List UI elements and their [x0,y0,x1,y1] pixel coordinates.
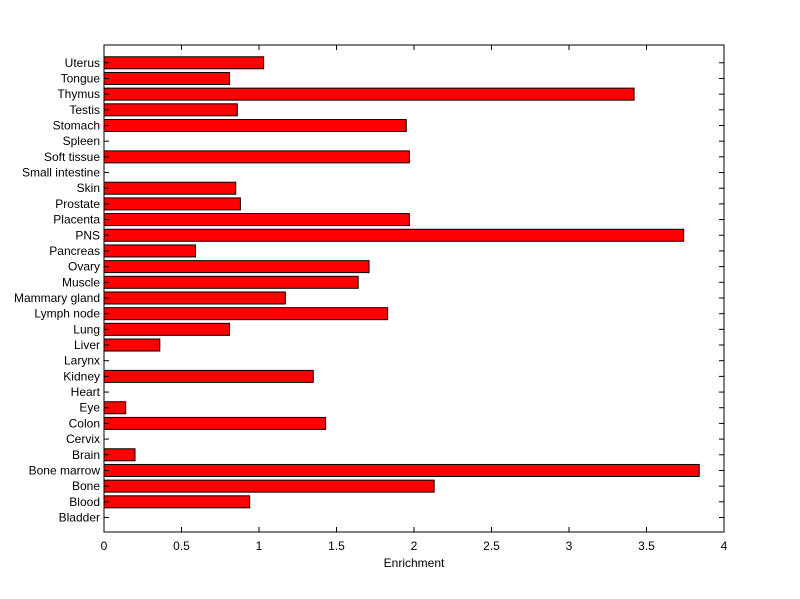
bar [103,291,286,305]
plot-frame [103,44,725,533]
bar [103,479,435,493]
bar [103,463,700,477]
y-tick-label: Cervix [66,432,100,446]
bar [103,87,635,101]
ticks-group [103,45,725,532]
y-tick-label: Muscle [62,275,100,289]
bar [103,338,161,352]
x-tick-label: 2.5 [483,539,500,553]
y-tick-label: Lung [73,322,100,336]
x-tick-label: 3 [566,539,573,553]
bar [103,56,265,70]
bar [103,369,314,383]
y-tick-label: Mammary gland [14,291,100,305]
y-tick-label: Heart [71,385,101,399]
bar [103,71,231,85]
y-tick-label: Bladder [59,511,100,525]
bar [103,213,410,227]
y-tick-label: Blood [69,495,100,509]
x-tick-label: 1.5 [328,539,345,553]
x-tick-label: 3.5 [638,539,655,553]
bar [103,103,238,117]
x-tick-label: 4 [721,539,728,553]
y-tick-label: Liver [74,338,100,352]
bar [103,495,251,509]
y-tick-label: Uterus [65,56,100,70]
bar [103,244,196,258]
bar [103,150,410,164]
x-axis-label: Enrichment [384,556,445,570]
y-tick-label: Stomach [53,119,100,133]
y-tick-label: Small intestine [22,166,100,180]
y-tick-label: Thymus [57,87,100,101]
bar [103,119,407,132]
y-tick-label: Tongue [61,71,101,85]
y-tick-label: Kidney [63,369,100,383]
x-tick-labels: 0 0.5 1 1.5 2 2.5 3 3.5 4 [101,539,728,553]
x-tick-label: 0.5 [173,539,190,553]
bar [103,260,370,274]
y-tick-label: Spleen [63,134,100,148]
bar [103,197,241,211]
y-tick-label: Eye [79,401,100,415]
y-tick-label: Lymph node [34,307,100,321]
y-tick-label: Skin [77,181,100,195]
bar [103,322,231,336]
bar [103,228,685,242]
x-tick-label: 2 [411,539,418,553]
y-tick-label: Larynx [64,354,100,368]
bar [103,181,237,195]
x-tick-label: 1 [256,539,263,553]
bar [103,416,327,430]
bar [103,275,359,289]
y-tick-label: Ovary [68,260,100,274]
bar [103,307,389,321]
y-tick-label: Colon [69,416,100,430]
y-tick-label: PNS [75,228,100,242]
x-tick-label: 0 [101,539,108,553]
y-tick-label: Soft tissue [44,150,100,164]
y-tick-label: Pancreas [49,244,100,258]
y-tick-label: Bone [72,479,100,493]
y-tick-label: Placenta [53,213,100,227]
y-tick-label: Testis [69,103,100,117]
y-tick-label: Brain [72,448,100,462]
y-tick-label: Bone marrow [29,463,101,477]
y-tick-label: Prostate [55,197,100,211]
